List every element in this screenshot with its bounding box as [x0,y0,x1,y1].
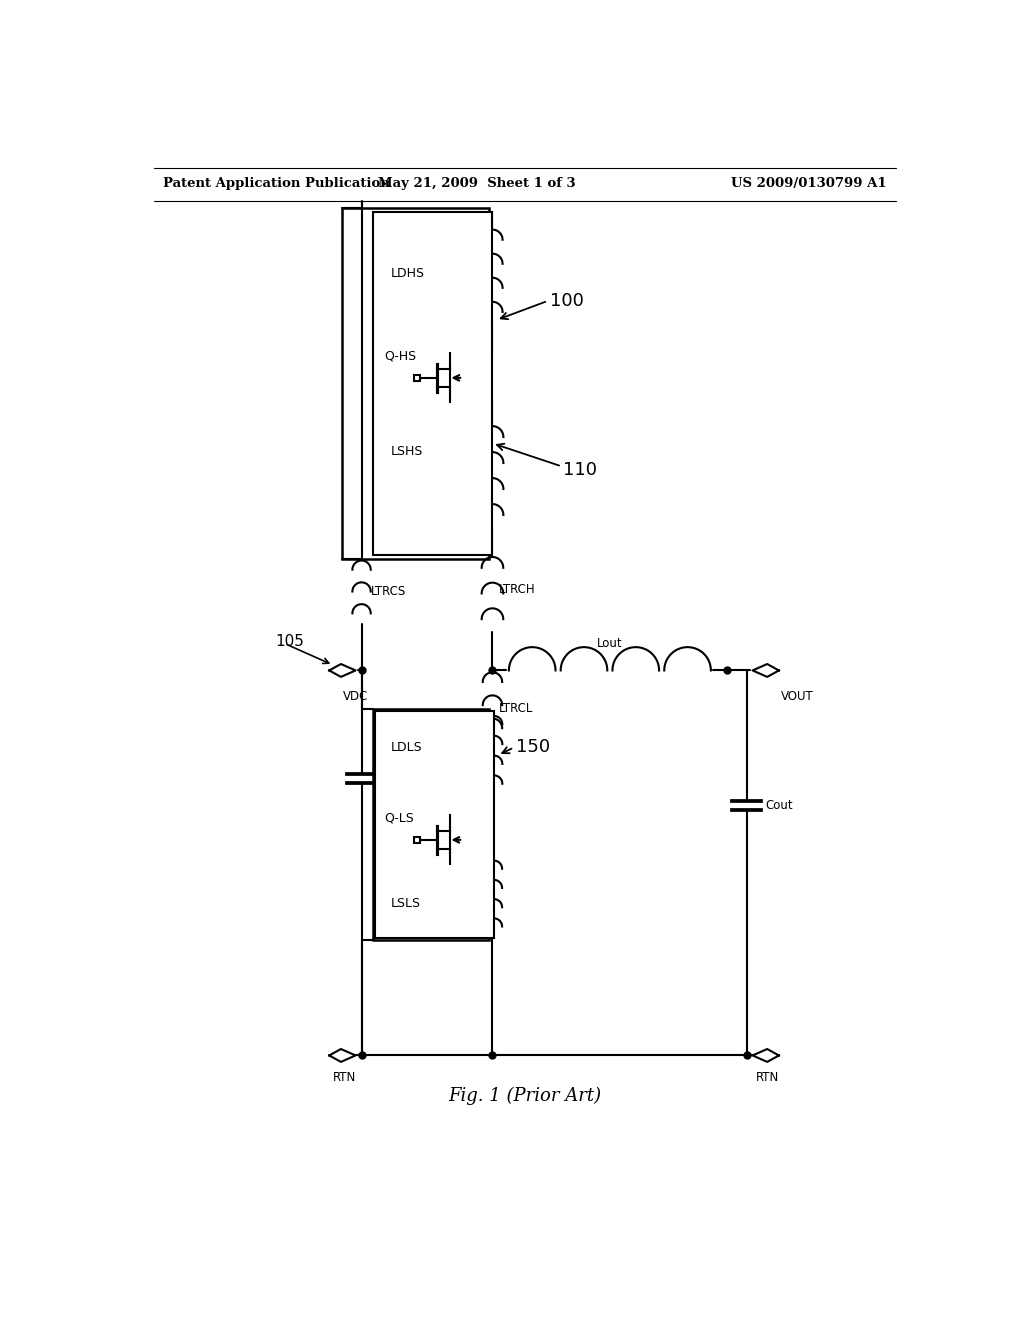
Text: RTN: RTN [333,1071,356,1084]
Text: Patent Application Publication: Patent Application Publication [163,177,390,190]
Text: LDHS: LDHS [391,268,425,280]
Text: May 21, 2009  Sheet 1 of 3: May 21, 2009 Sheet 1 of 3 [378,177,575,190]
Polygon shape [753,664,779,677]
Text: Lout: Lout [597,636,623,649]
Text: Fig. 1 (Prior Art): Fig. 1 (Prior Art) [449,1088,601,1105]
Text: 150: 150 [515,738,550,756]
Text: LTRCL: LTRCL [499,702,534,715]
Text: LTRCH: LTRCH [499,583,536,597]
Text: US 2009/0130799 A1: US 2009/0130799 A1 [731,177,887,190]
Text: LTRCS: LTRCS [371,585,407,598]
Text: Cin: Cin [380,772,399,785]
Polygon shape [753,1049,779,1061]
Text: VOUT: VOUT [780,690,813,704]
Bar [376,711,494,937]
Text: RTN: RTN [756,1071,779,1084]
Text: 100: 100 [550,292,584,310]
Text: 105: 105 [275,634,304,648]
Text: LSLS: LSLS [391,898,421,911]
Polygon shape [330,664,355,677]
Text: LDLS: LDLS [391,741,423,754]
Bar [373,709,488,940]
Text: Cout: Cout [765,799,793,812]
Bar [415,837,420,842]
Text: Q-LS: Q-LS [385,812,415,825]
Bar [373,213,493,554]
Text: LSHS: LSHS [391,445,423,458]
Bar [342,209,488,558]
Text: Q-HS: Q-HS [385,350,417,363]
Bar [415,375,420,380]
Polygon shape [330,1049,355,1061]
Text: 110: 110 [563,461,597,479]
Text: VDC: VDC [343,690,368,704]
